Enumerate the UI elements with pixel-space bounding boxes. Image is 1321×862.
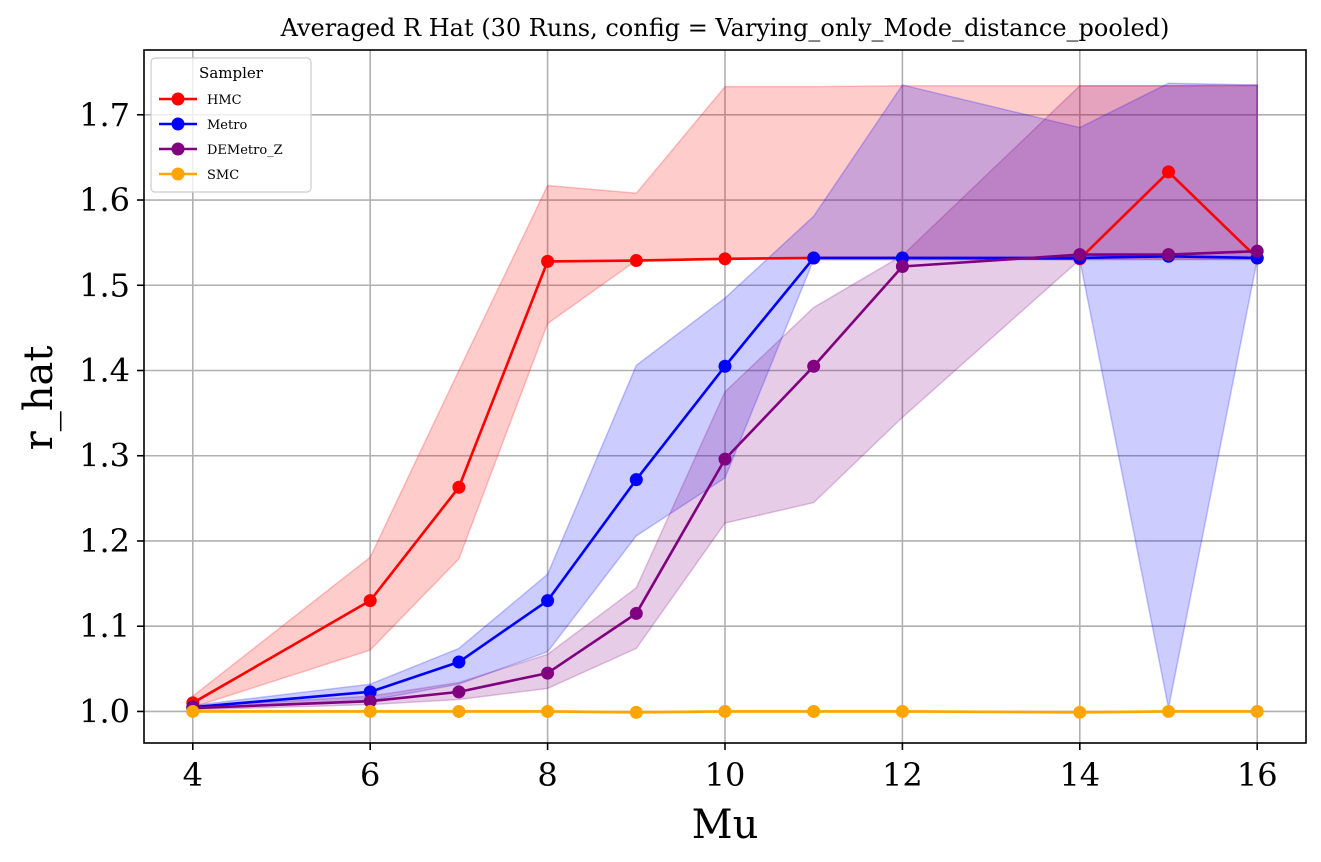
y-tick-label-1-6: 1.6 <box>79 181 130 219</box>
data-point-smc-9 <box>629 705 643 719</box>
data-point-demetro-z-15 <box>1162 248 1176 262</box>
data-point-hmc-10 <box>718 252 732 266</box>
legend-label-demetro-z: DEMetro_Z <box>207 143 283 158</box>
y-tick-label-1-2: 1.2 <box>79 522 130 560</box>
legend-marker-hmc <box>171 92 185 106</box>
data-point-smc-14 <box>1073 705 1087 719</box>
data-point-demetro-z-12 <box>895 260 909 274</box>
data-point-demetro-z-11 <box>807 359 821 373</box>
data-point-demetro-z-16 <box>1250 244 1264 258</box>
x-axis-label: Mu <box>692 802 759 848</box>
data-point-demetro-z-9 <box>629 606 643 620</box>
legend-box <box>150 57 312 193</box>
legend-label-smc: SMC <box>207 168 239 183</box>
legend: Sampler HMC Metro DEMetro_Z SMC <box>150 57 312 193</box>
line-layer <box>186 165 1264 719</box>
data-point-hmc-15 <box>1162 165 1176 179</box>
x-tick-label-14: 14 <box>1059 756 1100 794</box>
x-tick-label-16: 16 <box>1237 756 1278 794</box>
x-tick-label-4: 4 <box>183 756 203 794</box>
data-point-smc-4 <box>186 704 200 718</box>
x-tick-label-6: 6 <box>360 756 380 794</box>
data-point-smc-7 <box>452 704 466 718</box>
legend-title: Sampler <box>199 64 264 82</box>
legend-marker-metro <box>171 117 185 131</box>
data-point-demetro-z-7 <box>452 685 466 699</box>
x-tick-label-8: 8 <box>537 756 557 794</box>
data-point-smc-6 <box>363 704 377 718</box>
y-tick-label-1-3: 1.3 <box>79 437 130 475</box>
legend-label-metro: Metro <box>207 118 247 133</box>
data-point-metro-11 <box>807 251 821 265</box>
data-point-metro-9 <box>629 473 643 487</box>
y-tick-label-1-0: 1.0 <box>79 692 130 730</box>
data-point-hmc-9 <box>629 254 643 268</box>
data-point-smc-12 <box>895 704 909 718</box>
y-axis-label: r_hat <box>16 346 62 451</box>
data-point-smc-15 <box>1162 704 1176 718</box>
data-point-metro-8 <box>541 594 555 608</box>
data-point-metro-10 <box>718 359 732 373</box>
data-point-metro-7 <box>452 655 466 669</box>
data-point-smc-16 <box>1250 704 1264 718</box>
grid-layer <box>144 50 1306 743</box>
x-tick-label-12: 12 <box>882 756 923 794</box>
data-point-smc-8 <box>541 704 555 718</box>
legend-label-hmc: HMC <box>207 93 242 108</box>
x-tick-label-10: 10 <box>705 756 746 794</box>
y-tick-label-1-5: 1.5 <box>79 266 130 304</box>
data-point-smc-10 <box>718 704 732 718</box>
y-tick-label-1-7: 1.7 <box>79 96 130 134</box>
data-point-smc-11 <box>807 704 821 718</box>
legend-marker-smc <box>171 167 185 181</box>
data-point-demetro-z-14 <box>1073 248 1087 262</box>
tick-layer: 4 6 8 10 12 14 16 1.0 1.1 1.2 1.3 1.4 1.5 1.6 1.7 <box>79 96 1277 794</box>
data-point-demetro-z-6 <box>363 694 377 708</box>
data-point-metro-6 <box>363 685 377 699</box>
y-tick-label-1-4: 1.4 <box>79 352 130 390</box>
chart-title: Averaged R Hat (30 Runs, config = Varyin… <box>280 14 1170 42</box>
data-point-hmc-7 <box>452 480 466 494</box>
data-point-hmc-6 <box>363 594 377 608</box>
data-point-hmc-8 <box>541 254 555 268</box>
data-point-demetro-z-8 <box>541 666 555 680</box>
legend-marker-demetro-z <box>171 142 185 156</box>
data-point-demetro-z-10 <box>718 452 732 466</box>
y-tick-label-1-1: 1.1 <box>79 607 130 645</box>
